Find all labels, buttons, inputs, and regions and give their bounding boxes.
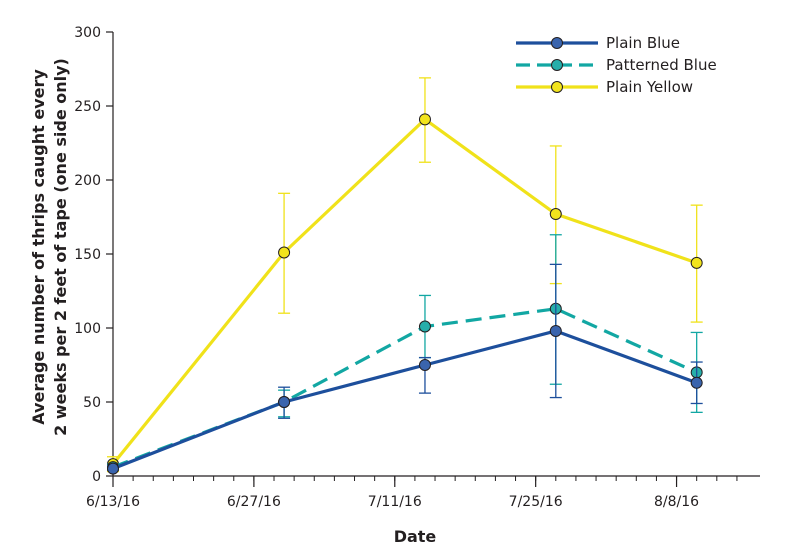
y-axis-title: Average number of thrips caught every 2 … bbox=[29, 58, 70, 436]
x-tick-label-2: 7/11/16 bbox=[368, 494, 422, 510]
series-plain-yellow bbox=[107, 77, 703, 473]
legend-item-plain-blue: Plain Blue bbox=[516, 34, 680, 52]
series-plain-blue bbox=[107, 263, 703, 475]
y-tick-label-0: 0 bbox=[92, 469, 101, 485]
legend-marker bbox=[551, 81, 563, 93]
y-tick-label-5: 250 bbox=[74, 99, 101, 115]
y-tick-label-6: 300 bbox=[74, 25, 101, 41]
legend-item-patterned-blue: Patterned Blue bbox=[516, 56, 717, 74]
data-point bbox=[278, 396, 291, 408]
data-point bbox=[549, 208, 562, 221]
data-point bbox=[278, 246, 291, 259]
legend-label: Patterned Blue bbox=[606, 56, 717, 74]
legend-label: Plain Blue bbox=[606, 34, 680, 52]
x-tick-label-4: 8/8/16 bbox=[654, 494, 699, 510]
legend-marker bbox=[551, 59, 563, 71]
series-layer bbox=[107, 77, 703, 475]
data-point bbox=[107, 462, 119, 475]
data-point bbox=[418, 359, 431, 371]
x-tick-label-0: 6/13/16 bbox=[86, 494, 140, 510]
y-ticks: 0 50 100 150 200 250 300 bbox=[74, 25, 113, 485]
data-point bbox=[690, 256, 703, 269]
data-point bbox=[549, 324, 562, 337]
y-tick-label-4: 200 bbox=[74, 173, 101, 189]
y-tick-label-2: 100 bbox=[74, 321, 101, 337]
legend: Plain Blue Patterned Blue Plain Yellow bbox=[516, 34, 717, 96]
x-ticks: 6/13/16 6/27/16 7/11/16 7/25/16 8/8/16 bbox=[86, 476, 738, 510]
y-tick-label-1: 50 bbox=[83, 395, 101, 411]
data-point bbox=[418, 320, 431, 333]
series-line bbox=[111, 117, 698, 466]
axes bbox=[112, 32, 760, 477]
x-tick-label-1: 6/27/16 bbox=[227, 494, 281, 510]
legend-marker bbox=[551, 37, 563, 49]
legend-item-plain-yellow: Plain Yellow bbox=[516, 78, 693, 96]
series-line bbox=[112, 307, 698, 469]
data-point bbox=[690, 376, 703, 389]
data-point bbox=[418, 113, 431, 126]
x-axis-title: Date bbox=[394, 527, 437, 546]
series-line bbox=[112, 329, 698, 471]
legend-label: Plain Yellow bbox=[606, 78, 693, 96]
y-axis-title-line-1: Average number of thrips caught every bbox=[29, 69, 48, 425]
y-axis-title-line-2: 2 weeks per 2 feet of tape (one side onl… bbox=[51, 58, 70, 436]
x-tick-label-3: 7/25/16 bbox=[509, 494, 563, 510]
y-tick-label-3: 150 bbox=[74, 247, 101, 263]
